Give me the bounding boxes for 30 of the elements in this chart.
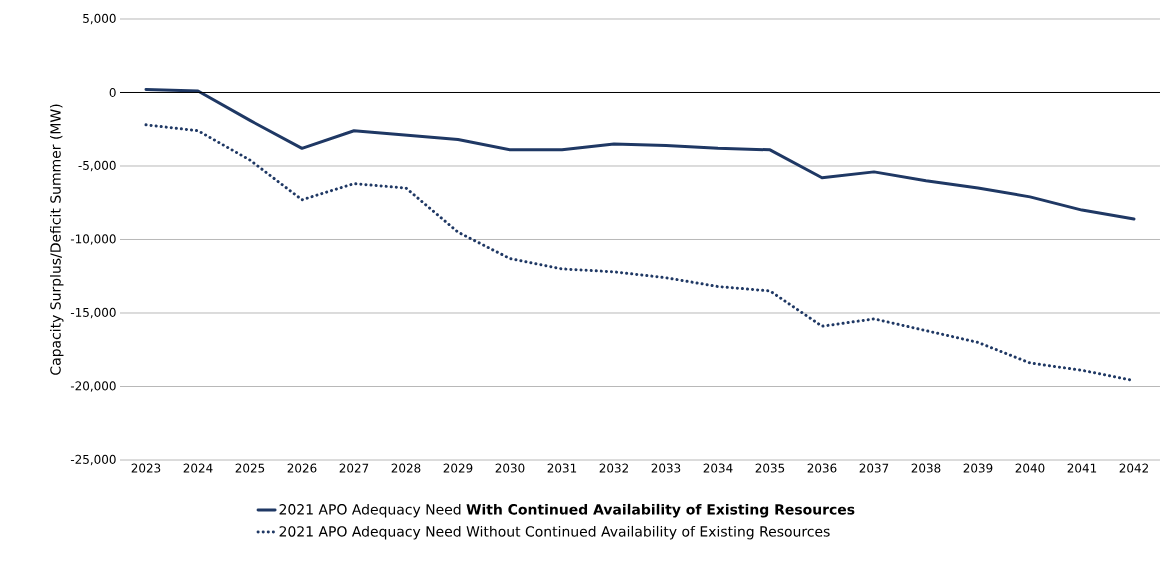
legend-label: 2021 APO Adequacy Need Without Continued Availability of Existing Resources	[279, 525, 830, 540]
x-tick-label: 2024	[183, 463, 213, 473]
x-tick-label: 2031	[547, 463, 577, 473]
x-tick-label: 2034	[703, 463, 733, 473]
y-tick-label: -10,000	[70, 234, 116, 245]
x-tick-label: 2029	[443, 463, 473, 473]
y-axis-title: Capacity Surplus/Deficit Summer (MW)	[50, 104, 64, 375]
x-tick-label: 2026	[287, 463, 317, 473]
legend-label: 2021 APO Adequacy Need With Continued Availability of Existing Resources	[279, 503, 855, 518]
y-tick-label: -25,000	[70, 454, 116, 466]
x-tick-label: 2036	[807, 463, 837, 473]
x-tick-label: 2035	[755, 463, 785, 473]
x-tick-label: 2041	[1067, 463, 1097, 473]
x-tick-label: 2033	[651, 463, 681, 473]
y-tick-label: -5,000	[78, 160, 116, 172]
x-tick-label: 2028	[391, 463, 421, 473]
y-tick-label: -15,000	[70, 307, 116, 319]
x-tick-label: 2030	[495, 463, 525, 473]
x-tick-label: 2039	[963, 463, 993, 473]
x-tick-label: 2037	[859, 463, 889, 473]
x-tick-label: 2038	[911, 463, 941, 473]
x-tick-label: 2032	[599, 463, 628, 473]
x-tick-label: 2042	[1119, 463, 1148, 473]
y-tick-label: 0	[109, 87, 116, 98]
x-tick-label: 2040	[1015, 463, 1045, 473]
y-tick-label: 5,000	[83, 13, 116, 25]
x-tick-label: 2023	[131, 463, 161, 473]
y-tick-label: -20,000	[70, 381, 116, 392]
x-tick-label: 2025	[235, 463, 265, 473]
x-tick-label: 2027	[339, 463, 369, 473]
